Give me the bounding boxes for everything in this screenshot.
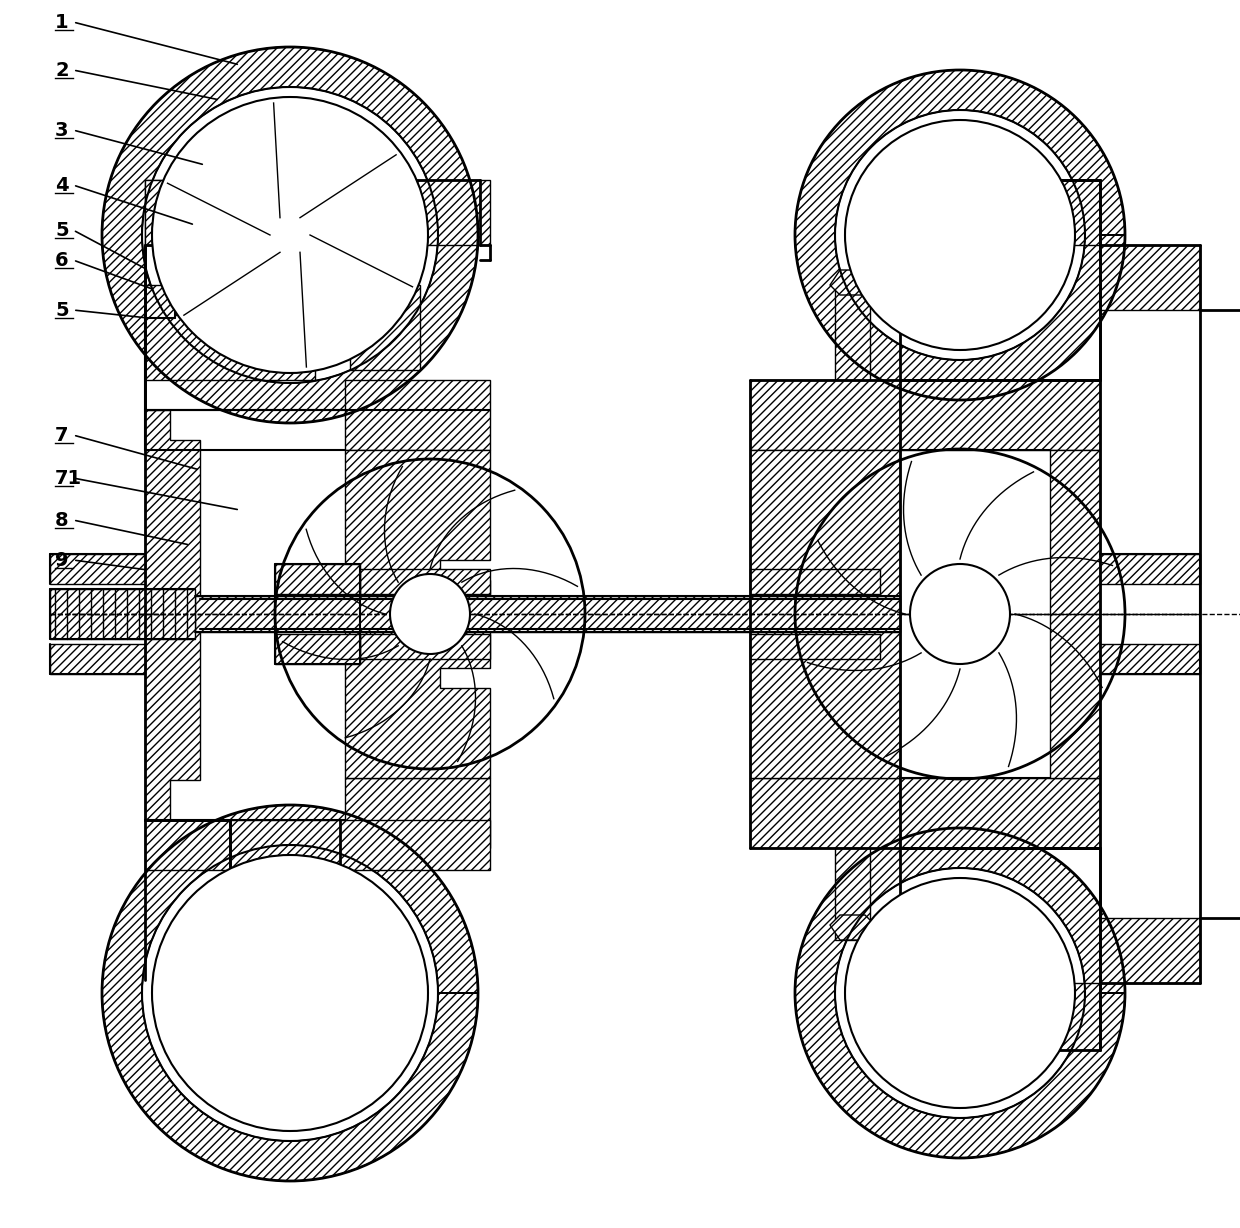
Polygon shape (750, 379, 900, 449)
Polygon shape (900, 982, 1100, 1050)
Polygon shape (1100, 246, 1200, 309)
Polygon shape (750, 779, 900, 849)
Polygon shape (50, 589, 195, 639)
Text: 7: 7 (55, 425, 68, 445)
Polygon shape (145, 820, 490, 869)
Polygon shape (50, 554, 145, 585)
Circle shape (910, 564, 1011, 664)
Circle shape (153, 97, 428, 373)
Polygon shape (1100, 554, 1200, 585)
Polygon shape (1100, 643, 1200, 674)
Polygon shape (1100, 919, 1200, 982)
Polygon shape (370, 578, 450, 650)
Text: 2: 2 (55, 60, 68, 80)
Text: 6: 6 (55, 251, 68, 269)
Polygon shape (795, 828, 1125, 1158)
Text: 4: 4 (55, 176, 68, 194)
Text: 71: 71 (55, 469, 82, 488)
Polygon shape (102, 47, 477, 422)
Polygon shape (795, 70, 1125, 400)
Polygon shape (200, 599, 900, 629)
Polygon shape (750, 449, 900, 779)
Polygon shape (145, 410, 200, 820)
Text: 5: 5 (55, 221, 68, 239)
Polygon shape (275, 564, 360, 594)
Polygon shape (275, 634, 360, 664)
Polygon shape (900, 779, 1100, 849)
Polygon shape (1050, 449, 1100, 779)
Polygon shape (345, 779, 490, 849)
Polygon shape (360, 634, 490, 659)
Text: 1: 1 (55, 12, 68, 32)
Text: 5: 5 (55, 301, 68, 319)
Circle shape (391, 573, 470, 655)
Text: 9: 9 (55, 550, 68, 570)
Polygon shape (195, 596, 900, 632)
Polygon shape (750, 569, 880, 594)
Polygon shape (102, 806, 477, 1181)
Polygon shape (345, 449, 490, 779)
Polygon shape (830, 915, 875, 939)
Polygon shape (750, 634, 880, 659)
Polygon shape (350, 285, 420, 370)
Polygon shape (145, 285, 350, 379)
Polygon shape (835, 849, 870, 939)
Polygon shape (145, 181, 229, 246)
Polygon shape (900, 181, 1100, 246)
Polygon shape (145, 181, 490, 246)
Circle shape (153, 855, 428, 1131)
Text: 8: 8 (55, 511, 68, 529)
Polygon shape (835, 290, 870, 379)
Polygon shape (50, 643, 145, 674)
Circle shape (844, 878, 1075, 1108)
Polygon shape (830, 270, 875, 295)
Polygon shape (345, 379, 490, 449)
Polygon shape (900, 379, 1100, 449)
Text: 3: 3 (55, 120, 68, 140)
Polygon shape (360, 569, 490, 594)
Circle shape (844, 120, 1075, 350)
